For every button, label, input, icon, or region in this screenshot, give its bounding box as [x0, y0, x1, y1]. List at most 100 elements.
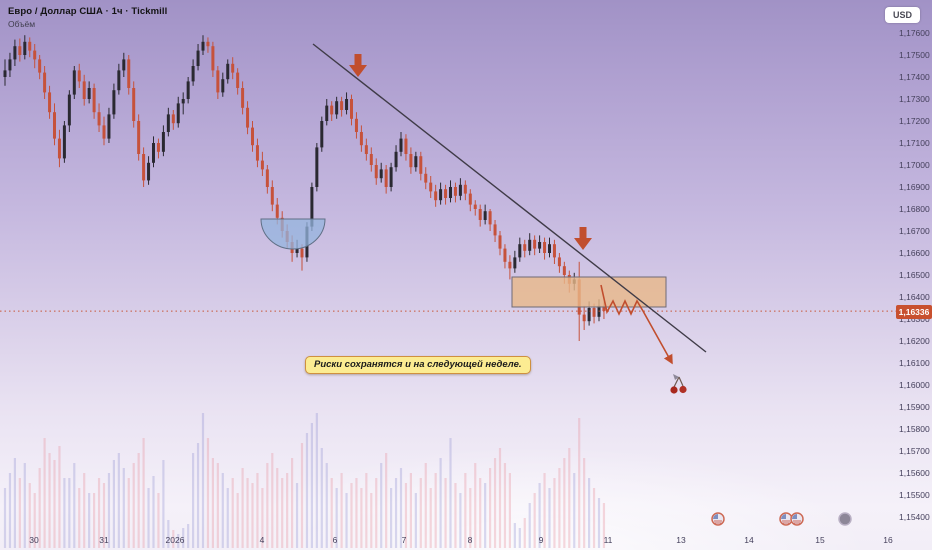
zigzag-projection[interactable] — [600, 284, 673, 365]
volume-bar — [226, 488, 229, 548]
currency-badge[interactable]: USD — [884, 7, 920, 23]
price-tick-label: 1,17600 — [899, 28, 930, 38]
down-arrow-marker[interactable] — [349, 54, 367, 77]
volume-bar — [281, 478, 284, 548]
volume-bar — [73, 463, 76, 548]
volume-bar — [23, 463, 26, 548]
price-tick-label: 1,16100 — [899, 358, 930, 368]
price-tick-label: 1,17100 — [899, 138, 930, 148]
candle-body — [72, 70, 76, 95]
candle-body — [211, 46, 215, 71]
volume-bar — [53, 460, 56, 548]
candle-body — [602, 305, 606, 312]
candle-body — [221, 79, 225, 93]
supply-zone-rectangle[interactable] — [511, 276, 667, 308]
candle-body — [508, 261, 512, 269]
volume-bar — [117, 453, 120, 548]
volume-bar — [365, 473, 368, 548]
candle-body — [389, 167, 393, 187]
volume-bar — [256, 473, 259, 548]
time-tick-label: 9 — [538, 535, 544, 545]
candle-body — [320, 121, 324, 148]
volume-bar — [251, 483, 254, 548]
volume-bar — [58, 446, 61, 548]
candle-body — [592, 308, 596, 317]
price-tick-label: 1,15500 — [899, 490, 930, 500]
descending-trendline[interactable] — [312, 43, 707, 353]
candle-body — [196, 50, 200, 66]
volume-bar — [469, 488, 472, 548]
candle-body — [33, 50, 37, 60]
volume-bar — [246, 478, 249, 548]
volume-bars — [3, 413, 606, 548]
time-tick-label: 7 — [401, 535, 407, 545]
volume-bar — [286, 473, 289, 548]
candle-body — [53, 112, 56, 139]
volume-bar — [498, 448, 502, 548]
volume-bar — [414, 493, 417, 548]
candle-body — [122, 59, 126, 71]
volume-bar — [330, 478, 333, 548]
event-marker-icons[interactable] — [711, 512, 852, 526]
volume-bar — [385, 453, 388, 548]
candle-body — [399, 138, 403, 152]
economic-event-flag-icon[interactable] — [790, 512, 804, 526]
candle-body — [166, 114, 170, 132]
candle-body — [414, 156, 418, 168]
volume-bar — [320, 448, 323, 548]
candle-body — [142, 154, 146, 181]
candle-body — [57, 138, 61, 159]
candle-body — [439, 189, 443, 201]
cherries-icon[interactable] — [670, 374, 687, 394]
time-tick-label: 30 — [29, 535, 39, 545]
price-tick-label: 1,15900 — [899, 402, 930, 412]
risk-note-callout[interactable]: Риски сохранятся и на следующей неделе. — [305, 356, 531, 374]
candle-body — [478, 209, 482, 220]
candle-body — [330, 105, 334, 115]
candle-body — [562, 266, 566, 275]
candle-body — [552, 244, 556, 258]
economic-event-icon[interactable] — [838, 512, 852, 526]
economic-event-flag-icon[interactable] — [779, 512, 793, 526]
volume-bar — [137, 453, 140, 548]
time-tick-label: 14 — [744, 535, 754, 545]
volume-bar — [350, 483, 353, 548]
candle-body — [176, 103, 180, 124]
candle-body — [251, 127, 254, 146]
candle-body — [216, 70, 220, 93]
candle-body — [379, 169, 383, 179]
down-arrow-marker[interactable] — [574, 227, 592, 250]
time-tick-label: 16 — [883, 535, 893, 545]
economic-event-flag-icon[interactable] — [711, 512, 725, 526]
volume-bar — [424, 463, 427, 548]
volume-bar — [196, 443, 200, 548]
candle-body — [582, 314, 586, 322]
volume-bar — [107, 473, 111, 548]
candle-body — [241, 88, 245, 108]
volume-bar — [528, 503, 531, 548]
semicircle-drawing[interactable] — [260, 218, 326, 250]
volume-bar — [454, 483, 457, 548]
volume-bar — [429, 488, 432, 548]
candle-body — [364, 145, 368, 154]
price-tick-label: 1,16200 — [899, 336, 930, 346]
candle-body — [201, 41, 205, 51]
volume-bar — [295, 483, 299, 548]
volume-bar — [157, 493, 160, 548]
volume-bar — [592, 488, 596, 548]
candle-body — [340, 101, 344, 110]
price-tick-label: 1,16400 — [899, 292, 930, 302]
volume-bar — [201, 413, 205, 548]
volume-bar — [484, 483, 487, 548]
volume-bar — [68, 478, 71, 548]
volume-bar — [419, 478, 422, 548]
candle-body — [97, 112, 101, 126]
volume-bar — [553, 478, 556, 548]
price-tick-label: 1,16500 — [899, 270, 930, 280]
volume-bar — [43, 438, 46, 548]
volume-bar — [167, 520, 170, 548]
candle-body — [419, 156, 423, 174]
candle-body — [246, 107, 250, 128]
